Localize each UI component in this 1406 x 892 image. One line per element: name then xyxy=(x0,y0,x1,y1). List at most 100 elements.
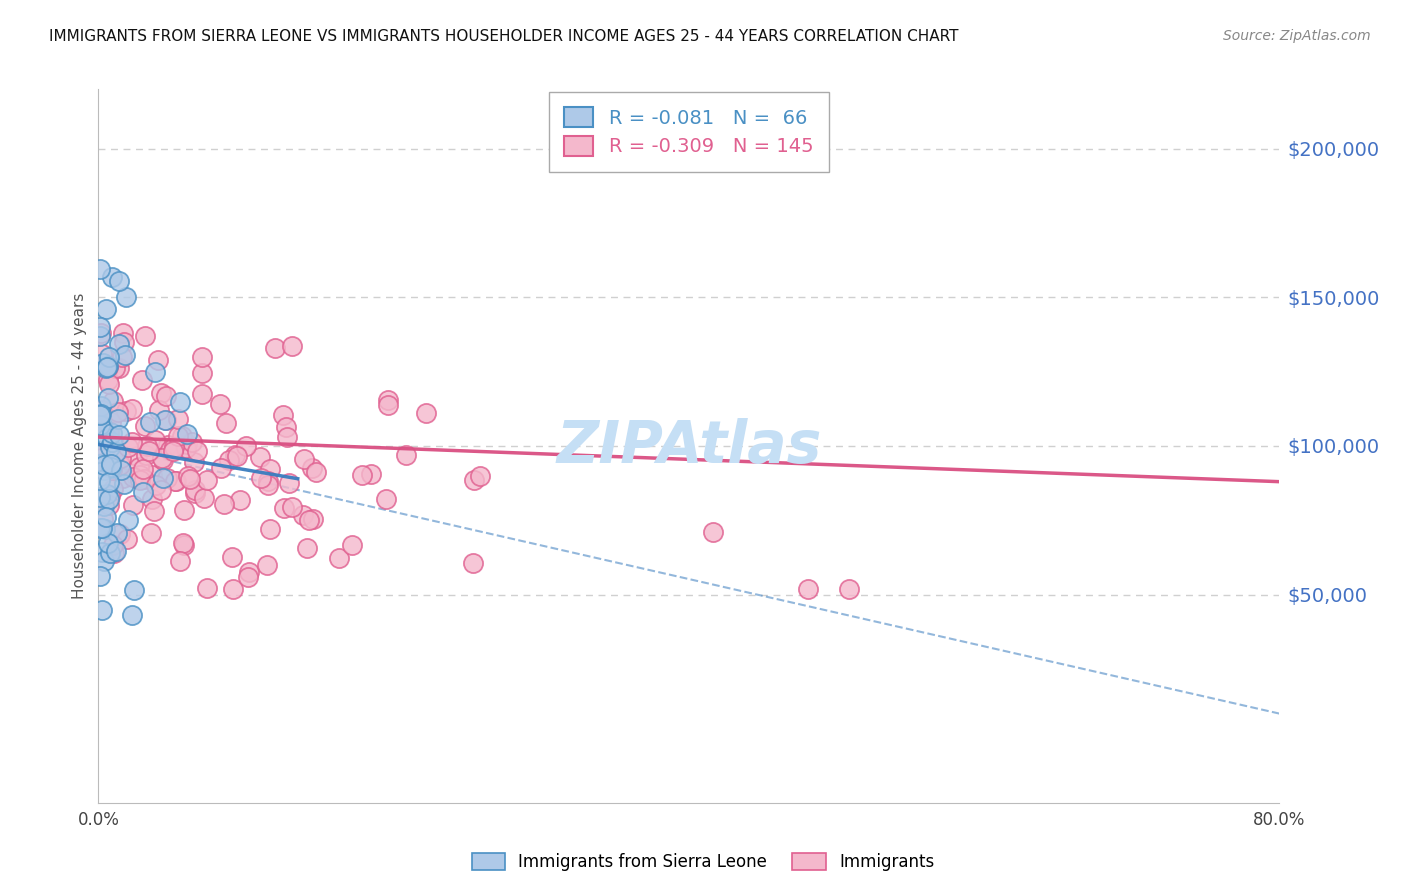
Point xyxy=(256,558,278,573)
Point xyxy=(115,532,138,546)
Point xyxy=(159,442,181,457)
Point xyxy=(108,526,131,541)
Point xyxy=(97,373,120,387)
Point xyxy=(208,397,231,411)
Point xyxy=(328,550,350,565)
Point xyxy=(131,462,153,476)
Text: Source: ZipAtlas.com: Source: ZipAtlas.com xyxy=(1223,29,1371,43)
Point xyxy=(146,353,169,368)
Point xyxy=(93,522,115,536)
Point xyxy=(281,500,304,514)
Point xyxy=(90,450,112,465)
Point xyxy=(177,469,200,483)
Point xyxy=(97,391,120,405)
Text: ZIPAtlas: ZIPAtlas xyxy=(557,417,821,475)
Point xyxy=(278,476,301,491)
Point xyxy=(139,415,162,429)
Point xyxy=(305,466,328,480)
Point xyxy=(101,434,124,449)
Point xyxy=(121,470,143,484)
Point xyxy=(114,404,136,418)
Point xyxy=(195,581,218,595)
Point xyxy=(702,524,724,539)
Point xyxy=(797,582,820,596)
Point xyxy=(468,469,491,483)
Point xyxy=(135,439,157,453)
Point xyxy=(838,582,860,596)
Point xyxy=(141,491,163,506)
Point xyxy=(134,328,156,343)
Point xyxy=(225,450,247,464)
Legend: R = -0.081   N =  66, R = -0.309   N = 145: R = -0.081 N = 66, R = -0.309 N = 145 xyxy=(548,92,830,172)
Point xyxy=(93,463,115,477)
Point xyxy=(263,341,285,355)
Point xyxy=(89,408,111,422)
Point xyxy=(89,262,111,277)
Point xyxy=(352,467,374,482)
Point xyxy=(108,337,131,351)
Point xyxy=(107,411,129,425)
Point xyxy=(110,463,132,477)
Point xyxy=(98,498,121,512)
Point xyxy=(193,491,215,506)
Point xyxy=(98,475,121,489)
Point xyxy=(155,389,177,403)
Point xyxy=(257,475,280,489)
Point xyxy=(163,440,186,454)
Point xyxy=(143,365,166,379)
Point xyxy=(360,467,382,481)
Point xyxy=(152,452,174,467)
Point xyxy=(90,407,112,421)
Point xyxy=(90,417,112,432)
Point xyxy=(128,460,150,475)
Point xyxy=(224,449,246,463)
Point xyxy=(122,498,145,512)
Point xyxy=(94,428,117,442)
Point xyxy=(238,565,260,579)
Point xyxy=(108,274,131,288)
Point xyxy=(340,538,363,552)
Point xyxy=(122,582,145,597)
Point xyxy=(89,418,111,433)
Point xyxy=(91,402,114,417)
Point xyxy=(105,526,128,541)
Point xyxy=(96,487,118,501)
Point xyxy=(90,399,112,413)
Point xyxy=(179,473,201,487)
Point xyxy=(271,408,294,422)
Point xyxy=(141,468,163,483)
Point xyxy=(276,419,298,434)
Point xyxy=(138,443,160,458)
Point xyxy=(112,335,135,350)
Point xyxy=(97,360,120,375)
Point xyxy=(169,554,191,568)
Point xyxy=(89,569,111,583)
Point xyxy=(229,492,252,507)
Point xyxy=(295,541,318,555)
Point xyxy=(149,483,172,498)
Point xyxy=(97,359,120,374)
Point xyxy=(249,450,271,464)
Point xyxy=(98,489,121,503)
Point xyxy=(111,351,134,365)
Point xyxy=(98,440,121,454)
Point xyxy=(172,428,194,442)
Point xyxy=(377,393,399,408)
Point xyxy=(94,509,117,524)
Point xyxy=(89,446,111,460)
Point xyxy=(111,471,134,485)
Point xyxy=(94,361,117,376)
Point xyxy=(218,452,240,467)
Point xyxy=(149,386,172,401)
Point xyxy=(145,478,167,492)
Point xyxy=(132,472,155,486)
Legend: Immigrants from Sierra Leone, Immigrants: Immigrants from Sierra Leone, Immigrants xyxy=(464,845,942,880)
Point xyxy=(90,326,112,340)
Point xyxy=(100,415,122,429)
Point xyxy=(292,452,315,467)
Point xyxy=(176,437,198,451)
Point xyxy=(101,425,124,440)
Point xyxy=(183,455,205,469)
Point xyxy=(93,554,115,568)
Point xyxy=(91,511,114,525)
